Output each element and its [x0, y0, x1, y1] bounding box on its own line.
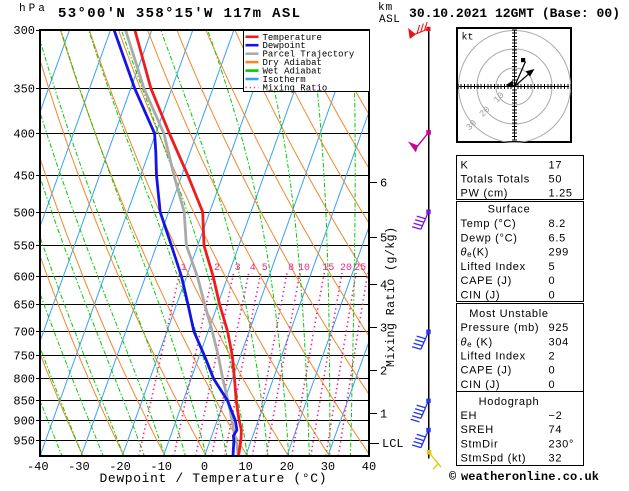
svg-text:1: 1: [380, 408, 387, 422]
svg-text:EH: EH: [461, 410, 478, 422]
svg-text:CIN (J): CIN (J): [461, 379, 501, 391]
svg-text:500: 500: [13, 207, 35, 221]
svg-text:1.25: 1.25: [549, 188, 573, 200]
svg-text:299: 299: [549, 247, 569, 259]
svg-text:53°00'N 358°15'W 117m ASL: 53°00'N 358°15'W 117m ASL: [58, 6, 300, 22]
svg-text:kt: kt: [462, 32, 474, 44]
svg-text:30: 30: [321, 460, 335, 474]
svg-text:-40: -40: [27, 460, 49, 474]
svg-text:5: 5: [549, 261, 556, 273]
svg-text:Wet Adiabat: Wet Adiabat: [263, 67, 322, 77]
svg-text:700: 700: [13, 326, 35, 340]
svg-text:Most Unstable: Most Unstable: [469, 308, 548, 320]
svg-text:Dry Adiabat: Dry Adiabat: [263, 58, 322, 68]
svg-text:10: 10: [298, 263, 310, 274]
svg-text:74: 74: [549, 424, 563, 436]
svg-text:ASL: ASL: [379, 14, 400, 26]
svg-text:8.2: 8.2: [549, 218, 566, 230]
svg-text:950: 950: [13, 435, 35, 449]
svg-text:900: 900: [13, 415, 35, 429]
svg-text:5: 5: [380, 232, 387, 246]
svg-text:750: 750: [13, 350, 35, 364]
svg-text:Lifted Index: Lifted Index: [461, 351, 526, 363]
svg-text:Mixing Ratio (g/kg): Mixing Ratio (g/kg): [385, 227, 398, 367]
svg-text:50: 50: [549, 173, 563, 185]
svg-text:6.5: 6.5: [549, 232, 566, 244]
svg-text:10: 10: [238, 460, 252, 474]
svg-text:Temperature: Temperature: [263, 33, 322, 43]
svg-text:1: 1: [181, 263, 187, 274]
svg-text:-30: -30: [68, 460, 90, 474]
svg-text:0: 0: [549, 365, 556, 377]
svg-text:weatheronline.co.uk: weatheronline.co.uk: [461, 470, 599, 484]
svg-text:5: 5: [262, 263, 268, 274]
svg-text:550: 550: [13, 240, 35, 254]
svg-text:3: 3: [235, 263, 241, 274]
svg-text:650: 650: [13, 299, 35, 313]
svg-text:Isotherm: Isotherm: [263, 75, 306, 85]
svg-text:0: 0: [549, 379, 556, 391]
svg-text:Mixing Ratio: Mixing Ratio: [263, 84, 328, 94]
svg-text:-10: -10: [150, 460, 172, 474]
svg-text:30.10.2021 12GMT (Base: 00): 30.10.2021 12GMT (Base: 00): [409, 6, 620, 21]
svg-text:40: 40: [362, 460, 376, 474]
svg-text:230°: 230°: [549, 438, 575, 450]
svg-text:32: 32: [549, 453, 563, 465]
svg-text:Surface: Surface: [488, 204, 531, 216]
svg-text:4: 4: [380, 279, 387, 293]
svg-text:2: 2: [214, 263, 220, 274]
svg-text:0: 0: [201, 460, 208, 474]
svg-text:600: 600: [13, 271, 35, 285]
svg-text:400: 400: [13, 128, 35, 142]
svg-text:850: 850: [13, 395, 35, 409]
svg-text:20: 20: [340, 263, 352, 274]
svg-text:PW (cm): PW (cm): [461, 188, 509, 200]
svg-text:Dewpoint / Temperature (°C): Dewpoint / Temperature (°C): [100, 471, 327, 486]
svg-text:300: 300: [13, 24, 35, 38]
svg-text:925: 925: [549, 322, 569, 334]
svg-text:-20: -20: [109, 460, 131, 474]
svg-text:CAPE (J): CAPE (J): [461, 275, 512, 287]
svg-text:Totals Totals: Totals Totals: [461, 173, 530, 185]
svg-text:800: 800: [13, 373, 35, 387]
svg-text:Parcel Trajectory: Parcel Trajectory: [263, 50, 355, 60]
svg-text:CIN (J): CIN (J): [461, 290, 501, 302]
svg-text:0: 0: [549, 290, 556, 302]
svg-text:CAPE (J): CAPE (J): [461, 365, 512, 377]
svg-text:15: 15: [322, 263, 334, 274]
svg-text:Dewp (°C): Dewp (°C): [461, 232, 518, 244]
svg-text:0: 0: [549, 275, 556, 287]
svg-text:Temp (°C): Temp (°C): [461, 218, 517, 230]
svg-text:hPa: hPa: [19, 3, 48, 15]
svg-text:3: 3: [380, 322, 387, 336]
svg-text:17: 17: [549, 159, 563, 171]
svg-text:StmDir: StmDir: [461, 438, 499, 450]
svg-text:25: 25: [354, 263, 366, 274]
svg-text:304: 304: [549, 336, 569, 348]
svg-text:θe(K): θe(K): [461, 247, 490, 260]
svg-text:km: km: [378, 2, 393, 14]
svg-text:K: K: [461, 159, 469, 171]
svg-text:20: 20: [280, 460, 294, 474]
svg-text:350: 350: [13, 83, 35, 97]
svg-text:4: 4: [250, 263, 256, 274]
svg-text:Lifted Index: Lifted Index: [461, 261, 526, 273]
svg-text:StmSpd (kt): StmSpd (kt): [461, 453, 527, 465]
svg-text:SREH: SREH: [461, 424, 494, 436]
svg-text:6: 6: [380, 177, 387, 191]
svg-text:Pressure (mb): Pressure (mb): [461, 322, 540, 334]
svg-text:LCL: LCL: [382, 437, 404, 451]
svg-text:©: ©: [449, 470, 457, 484]
svg-text:Hodograph: Hodograph: [479, 396, 540, 408]
svg-text:θe (K): θe (K): [461, 336, 493, 349]
svg-text:−2: −2: [549, 410, 563, 422]
svg-text:2: 2: [549, 351, 556, 363]
svg-text:450: 450: [13, 170, 35, 184]
svg-text:Dewpoint: Dewpoint: [263, 41, 306, 51]
svg-text:2: 2: [380, 365, 387, 379]
svg-text:8: 8: [288, 263, 294, 274]
